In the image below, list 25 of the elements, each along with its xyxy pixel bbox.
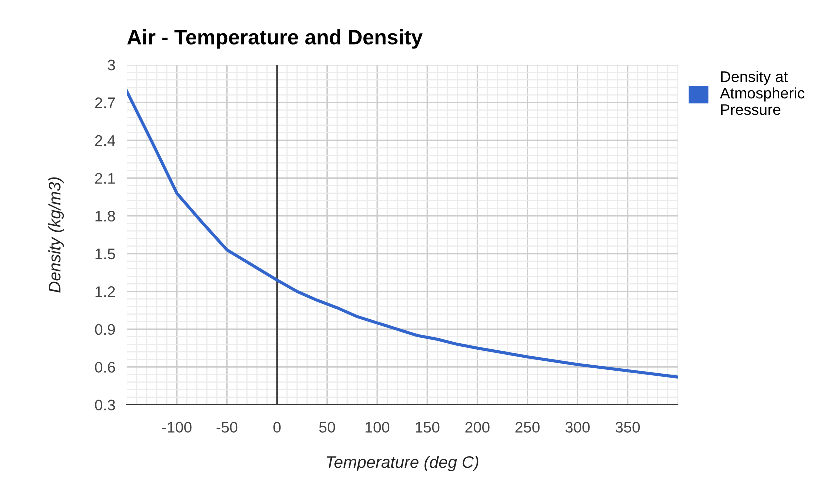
x-tick-label: -100 [162, 422, 192, 433]
y-axis-title: Density (kg/m3) [48, 178, 64, 293]
y-tick-label: 0.9 [95, 324, 116, 336]
y-tick-label: 1.2 [96, 286, 116, 298]
y-tick-label: 2.1 [95, 173, 116, 184]
y-tick-label: 1.8 [96, 210, 116, 222]
chart-title: Air - Temperature and Density [128, 30, 423, 49]
x-tick-label: 50 [319, 422, 336, 433]
x-tick-label: 100 [366, 422, 390, 433]
x-tick-label: 250 [516, 422, 540, 433]
y-tick-label: 2.4 [95, 135, 116, 146]
legend-label: Density at Atmospheric Pressure [720, 71, 805, 116]
x-tick-label: 200 [466, 422, 490, 433]
x-axis-title: Temperature (deg C) [326, 456, 479, 472]
y-tick-label: 0.3 [95, 400, 116, 411]
x-tick-label: 350 [616, 422, 640, 433]
y-tick-label: 1.5 [96, 248, 116, 260]
x-tick-label: 150 [416, 422, 440, 433]
y-tick-label: 3 [108, 60, 116, 71]
y-tick-label: 0.6 [95, 362, 116, 373]
x-tick-label: 0 [274, 422, 281, 433]
y-tick-label: 2.7 [95, 98, 116, 108]
x-tick-label: 300 [566, 422, 590, 433]
x-tick-label: -50 [216, 422, 238, 433]
line-series [127, 90, 678, 379]
